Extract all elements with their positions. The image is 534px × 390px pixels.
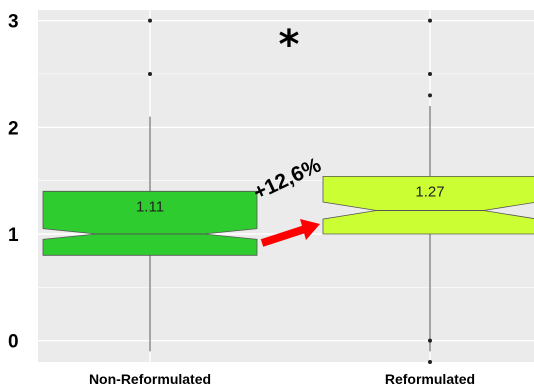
x-category-label: Non-Reformulated xyxy=(89,371,211,387)
outlier-point xyxy=(428,18,432,23)
box-value-label: 1.11 xyxy=(136,198,164,215)
outlier-point xyxy=(428,338,432,343)
arrow-head xyxy=(300,219,320,240)
box-body xyxy=(42,190,258,256)
outlier-point xyxy=(428,360,432,364)
y-tick-label: 1 xyxy=(8,225,19,246)
box-body xyxy=(322,175,534,235)
y-tick-label: 0 xyxy=(8,332,19,353)
y-tick-label: 3 xyxy=(8,12,19,33)
x-category-label: Reformulated xyxy=(385,371,475,387)
box-value-label: 1.27 xyxy=(415,183,444,200)
x-category-labels: Non-Reformulated Reformulated xyxy=(89,371,475,387)
y-tick-labels: 0 1 2 3 xyxy=(8,12,19,353)
significance-marker: * xyxy=(279,22,300,68)
arrow-shaft xyxy=(260,225,307,247)
boxes: 1.11 1.27 xyxy=(42,18,534,364)
y-tick-label: 2 xyxy=(8,118,19,139)
outlier-point xyxy=(428,72,432,76)
outlier-point xyxy=(148,72,152,76)
outlier-point xyxy=(428,93,432,98)
outlier-point xyxy=(148,18,152,23)
